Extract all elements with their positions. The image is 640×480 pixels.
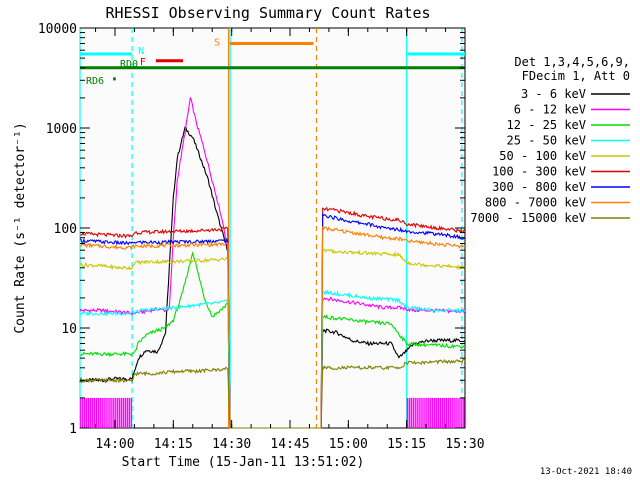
legend-label-2: 12 - 25 keV bbox=[507, 118, 586, 132]
series-layer bbox=[79, 97, 466, 429]
flag-bar-layer: NF S RD0 RD6 bbox=[80, 37, 465, 87]
legend-label-8: 7000 - 15000 keV bbox=[470, 211, 586, 225]
footer-date: 13-Oct-2021 18:40 bbox=[540, 467, 632, 477]
x-tick-label-0: 14:00 bbox=[95, 437, 134, 452]
x-tick-label-6: 15:30 bbox=[445, 437, 484, 452]
legend-label-1: 6 - 12 keV bbox=[514, 103, 586, 117]
legend-label-6: 300 - 800 keV bbox=[492, 180, 586, 194]
flag-label-3: RD0 bbox=[120, 59, 138, 70]
y-tick-label-2: 100 bbox=[54, 222, 77, 237]
legend-label-5: 100 - 300 keV bbox=[492, 165, 586, 179]
chart-title: RHESSI Observing Summary Count Rates bbox=[105, 4, 430, 22]
flag-label-1: F bbox=[140, 57, 146, 68]
series-line-8 bbox=[79, 358, 466, 429]
legend-label-0: 3 - 6 keV bbox=[521, 87, 586, 101]
y-tick-label-3: 1000 bbox=[46, 122, 77, 137]
flag-label-4: RD6 bbox=[86, 76, 104, 87]
legend-header-line-2: FDecim 1, Att 0 bbox=[522, 69, 630, 83]
y-tick-label-1: 10 bbox=[61, 322, 77, 337]
legend-header-line-1: Det 1,3,4,5,6,9, bbox=[514, 55, 630, 69]
x-tick-label-3: 14:45 bbox=[270, 437, 309, 452]
legend-label-3: 25 - 50 keV bbox=[507, 134, 586, 148]
y-tick-label-0: 1 bbox=[69, 422, 77, 437]
axis-layer: 14:00 14:15 14:30 14:45 15:00 15:15 15:30 1 10 10… bbox=[38, 22, 485, 452]
y-tick-label-4: 10000 bbox=[38, 22, 77, 37]
eclipse-bar-1 bbox=[406, 397, 465, 428]
y-axis-label: Count Rate (s⁻¹ detector⁻¹) bbox=[13, 122, 28, 333]
x-tick-label-4: 15:00 bbox=[329, 437, 368, 452]
x-tick-label-2: 14:30 bbox=[212, 437, 251, 452]
legend-label-4: 50 - 100 keV bbox=[499, 149, 586, 163]
x-tick-label-5: 15:15 bbox=[387, 437, 426, 452]
legend: Det 1,3,4,5,6,9, FDecim 1, Att 0 3 - 6 k… bbox=[470, 55, 630, 225]
x-axis-label: Start Time (15-Jan-11 13:51:02) bbox=[122, 455, 365, 470]
eclipse-bar-0 bbox=[80, 397, 133, 428]
flag-label-2: S bbox=[214, 37, 220, 48]
legend-label-7: 800 - 7000 keV bbox=[485, 196, 586, 210]
flag-label-0: N bbox=[138, 46, 144, 57]
eclipse-bar-layer bbox=[80, 397, 465, 428]
x-tick-label-1: 14:15 bbox=[154, 437, 193, 452]
